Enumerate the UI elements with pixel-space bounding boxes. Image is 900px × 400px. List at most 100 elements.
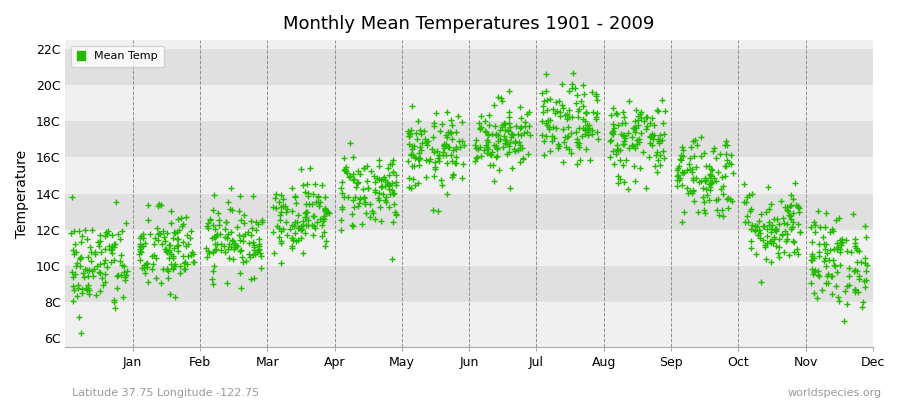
Point [230,242,244,249]
Point [720,157,734,163]
Point [585,127,599,134]
Point [401,132,416,139]
Point [239,258,254,264]
Point [351,203,365,210]
Point [180,232,194,238]
Point [288,219,302,225]
Point [575,133,590,139]
Point [170,243,184,250]
Point [626,162,641,169]
Point [518,123,533,130]
Point [66,283,80,289]
Point [228,244,242,250]
Point [73,262,87,269]
Point [768,227,782,233]
Point [760,232,774,239]
Point [253,250,267,256]
Point [753,230,768,236]
Point [716,191,731,198]
Point [353,171,367,177]
Point [164,260,178,267]
Point [468,154,482,161]
Point [337,154,351,161]
Point [160,230,175,236]
Point [752,232,766,238]
Point [110,284,124,291]
Point [99,229,113,236]
Point [70,293,85,300]
Point [389,179,403,185]
Point [81,285,95,291]
Point [480,129,494,136]
Point [78,227,93,234]
Point [132,246,147,252]
Point [557,139,572,145]
Point [770,243,784,249]
Point [650,106,664,113]
Point [154,280,168,286]
Point [565,114,580,120]
Point [389,172,403,178]
Point [764,259,778,266]
Point [211,230,225,237]
Point [606,130,620,137]
Point [364,200,378,207]
Point [176,220,191,227]
Point [232,208,247,214]
Point [317,229,331,235]
Point [228,242,242,248]
Point [632,138,646,145]
Point [673,152,688,158]
Point [563,150,578,156]
Point [104,243,119,250]
Point [715,207,729,213]
Point [317,215,331,222]
Point [367,189,382,196]
Point [310,199,325,206]
Point [70,284,85,291]
Point [611,147,625,154]
Point [810,295,824,301]
Point [842,273,857,280]
Point [603,154,617,160]
Point [287,222,302,229]
Point [611,122,625,128]
Point [162,255,176,261]
Point [543,96,557,102]
Point [497,133,511,139]
Point [539,71,554,77]
Point [606,128,620,134]
Point [489,132,503,138]
Point [824,291,839,298]
Point [118,277,132,284]
Point [771,250,786,256]
Point [109,273,123,280]
Point [805,257,819,263]
Point [254,253,268,260]
Point [628,178,643,184]
Point [752,226,766,233]
Point [626,142,640,148]
Point [356,194,371,200]
Point [488,122,502,129]
Bar [66,230,873,266]
Point [564,130,579,136]
Point [472,144,487,151]
Point [717,163,732,170]
Point [296,222,310,228]
Point [711,196,725,203]
Point [469,137,483,144]
Point [608,150,623,157]
Point [335,204,349,210]
Point [744,191,759,198]
Point [811,272,825,278]
Point [415,140,429,146]
Point [428,149,442,156]
Point [541,117,555,123]
Point [72,254,86,261]
Point [171,248,185,254]
Point [617,120,632,126]
Point [742,208,757,214]
Point [823,247,837,254]
Point [829,216,843,223]
